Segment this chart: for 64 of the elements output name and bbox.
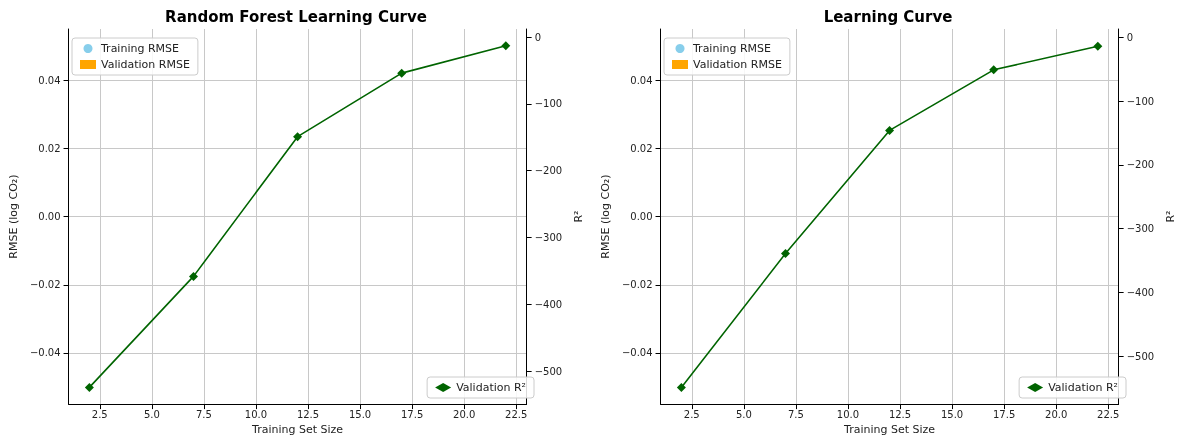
x-tick-label: 20.0 <box>1045 408 1068 420</box>
y2-tick-label: 0 <box>534 31 542 43</box>
x-tick-label: 17.5 <box>992 408 1016 420</box>
point <box>989 65 999 75</box>
point <box>780 249 790 259</box>
x-tick-label: 15.0 <box>348 408 372 420</box>
legend-label: Validation RMSE <box>101 58 190 71</box>
x-axis-title: Training Set Size <box>843 423 936 436</box>
y2-tick-label: −500 <box>534 365 563 377</box>
x-tick-label: 10.0 <box>836 408 860 420</box>
y-tick-label: −0.04 <box>621 347 653 359</box>
y2-tick-label: −200 <box>1126 159 1155 171</box>
y-tick-label: −0.02 <box>29 279 61 291</box>
y-tick-label: 0.02 <box>38 142 61 154</box>
y2-tick-label: −400 <box>534 298 563 310</box>
y-tick-label: −0.04 <box>29 347 61 359</box>
chart-title: Learning Curve <box>823 7 953 26</box>
point <box>397 68 407 78</box>
x-tick-label: 15.0 <box>940 408 964 420</box>
y2-tick-label: −300 <box>1126 223 1155 235</box>
point <box>293 132 303 142</box>
x-tick-label: 7.5 <box>787 408 804 420</box>
y-tick-label: 0.04 <box>38 74 61 86</box>
y2-tick-label: −200 <box>534 165 563 177</box>
x-tick-label: 5.0 <box>143 408 160 420</box>
y2-tick-label: −300 <box>534 232 563 244</box>
point <box>676 383 686 393</box>
x-tick-label: 2.5 <box>683 408 700 420</box>
x-tick-label: 12.5 <box>296 408 320 420</box>
y2-tick-label: −100 <box>534 98 563 110</box>
y2-tick-label: 0 <box>1126 31 1134 43</box>
x-tick-label: 22.5 <box>1097 408 1120 420</box>
point <box>885 125 895 135</box>
y-tick-label: 0.00 <box>38 211 61 223</box>
x-tick-label: 10.0 <box>244 408 268 420</box>
chart-title: Random Forest Learning Curve <box>165 7 427 26</box>
legend-label: Training RMSE <box>692 42 772 55</box>
legend-label: Validation RMSE <box>693 58 782 71</box>
y2-tick-label: −500 <box>1126 350 1155 362</box>
x-tick-label: 7.5 <box>195 408 212 420</box>
y-axis-title: RMSE (log CO₂) <box>7 174 20 259</box>
y2-tick-label: −100 <box>1126 95 1155 107</box>
point <box>84 382 94 392</box>
x-tick-label: 5.0 <box>735 408 752 420</box>
legend-label: Validation R² <box>456 381 527 394</box>
legend-label: Training RMSE <box>100 42 180 55</box>
point <box>501 41 511 51</box>
x-tick-label: 20.0 <box>453 408 476 420</box>
x-tick-label: 12.5 <box>888 408 912 420</box>
y-axis-title: RMSE (log CO₂) <box>599 174 612 259</box>
y-tick-label: −0.02 <box>621 279 653 291</box>
point <box>1093 41 1103 51</box>
x-tick-label: 17.5 <box>400 408 424 420</box>
y-tick-label: 0.04 <box>630 74 653 86</box>
x-tick-label: 2.5 <box>91 408 108 420</box>
y-tick-label: 0.00 <box>630 211 653 223</box>
y2-tick-label: −400 <box>1126 286 1155 298</box>
y2-axis-title: R² <box>1164 210 1177 223</box>
y-tick-label: 0.02 <box>630 142 653 154</box>
x-axis-title: Training Set Size <box>251 423 344 436</box>
y2-axis-title: R² <box>572 210 585 223</box>
legend-label: Validation R² <box>1048 381 1119 394</box>
x-tick-label: 22.5 <box>505 408 528 420</box>
point <box>188 271 198 281</box>
